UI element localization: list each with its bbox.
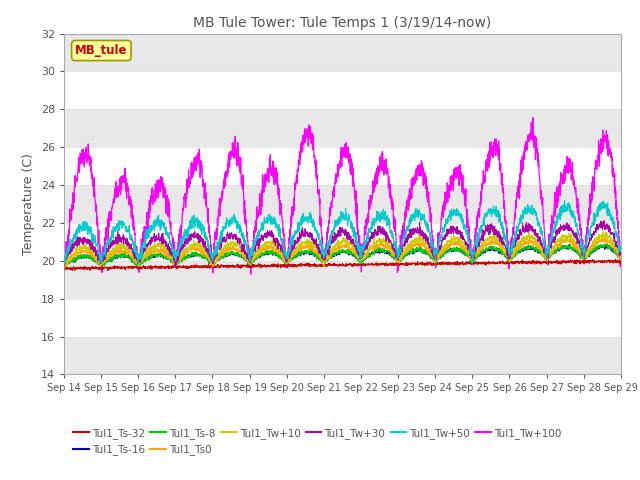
Bar: [64, 34, 621, 72]
Bar: [64, 185, 621, 223]
Bar: [64, 261, 621, 299]
Title: MB Tule Tower: Tule Temps 1 (3/19/14-now): MB Tule Tower: Tule Temps 1 (3/19/14-now…: [193, 16, 492, 30]
Y-axis label: Temperature (C): Temperature (C): [22, 153, 35, 255]
Legend: Tul1_Ts-32, Tul1_Ts-16, Tul1_Ts-8, Tul1_Ts0, Tul1_Tw+10, Tul1_Tw+30, Tul1_Tw+50,: Tul1_Ts-32, Tul1_Ts-16, Tul1_Ts-8, Tul1_…: [69, 424, 566, 459]
Bar: [64, 336, 621, 374]
Text: MB_tule: MB_tule: [75, 44, 127, 57]
Bar: [64, 109, 621, 147]
